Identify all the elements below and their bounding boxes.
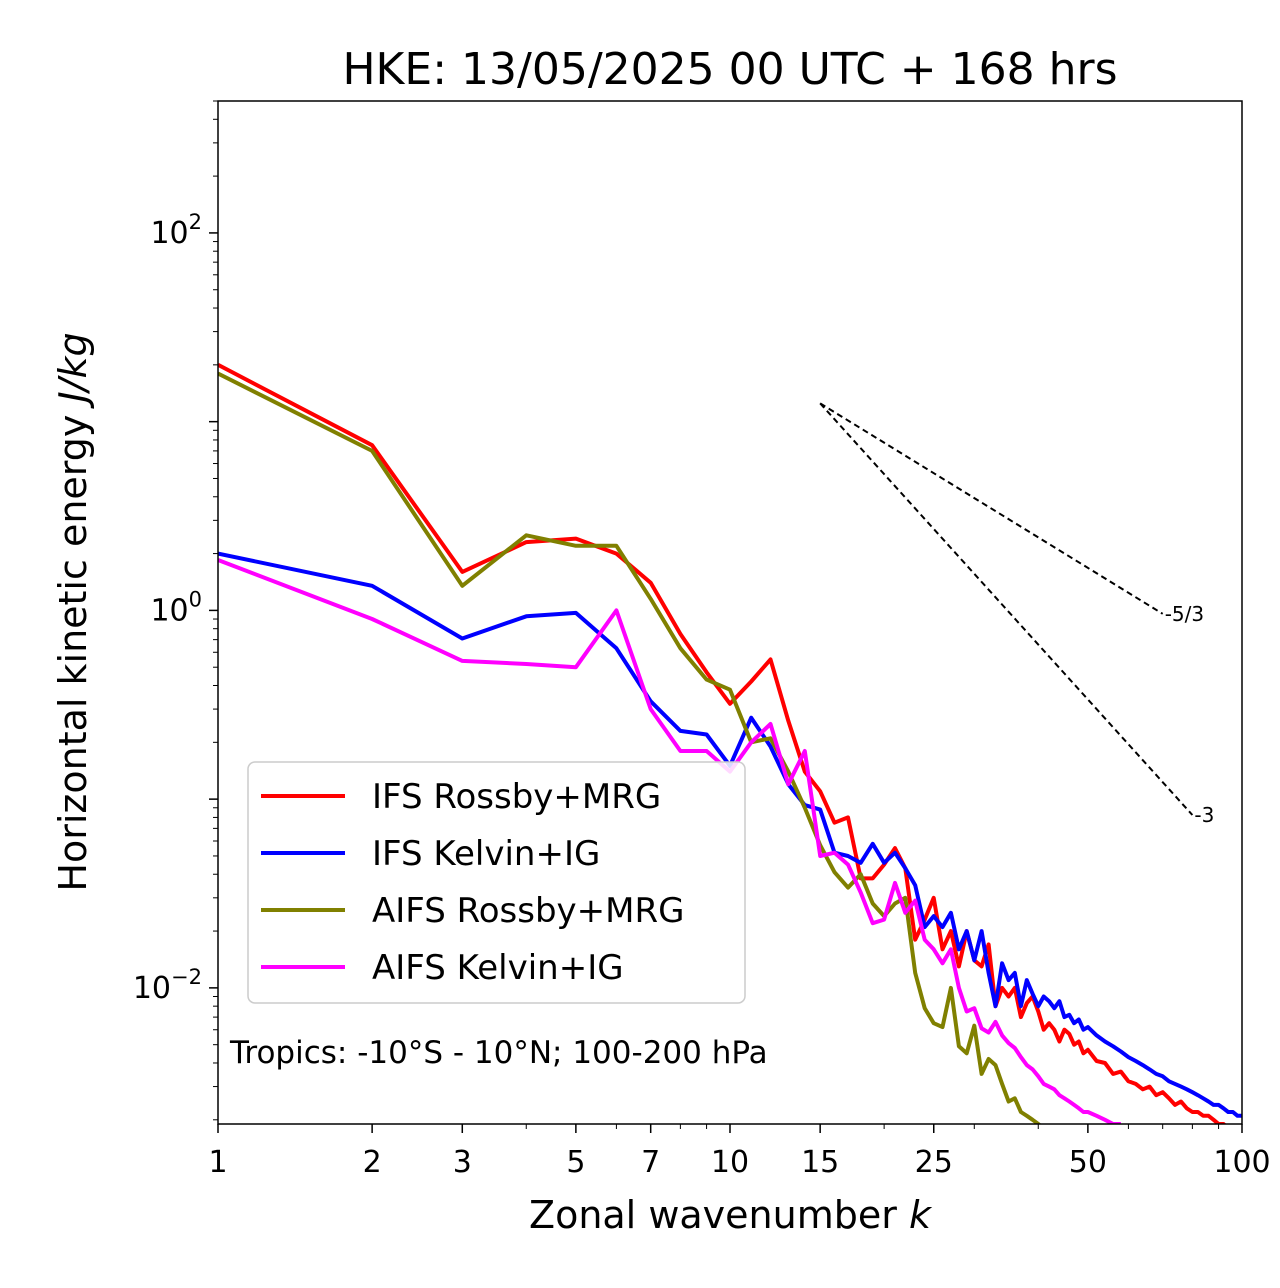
region-annotation: Tropics: -10°S - 10°N; 100-200 hPa bbox=[229, 1035, 768, 1071]
y-tick-exponent: 0 bbox=[189, 587, 202, 611]
y-tick-base: 10 bbox=[133, 971, 171, 1006]
legend: IFS Rossby+MRG IFS Kelvin+IG AIFS Rossby+M… bbox=[247, 761, 746, 1004]
legend-label: IFS Kelvin+IG bbox=[372, 834, 600, 874]
y-axis-label-text: Horizontal kinetic energy bbox=[51, 415, 95, 892]
x-tick-label: 25 bbox=[915, 1145, 953, 1180]
x-tick-label: 5 bbox=[566, 1145, 585, 1180]
series-line bbox=[218, 363, 1227, 1124]
reference-slope-label: -3 bbox=[1194, 803, 1214, 827]
legend-label: AIFS Rossby+MRG bbox=[372, 891, 684, 931]
reference-slope-label: -5/3 bbox=[1165, 602, 1204, 626]
y-tick-exponent: −2 bbox=[171, 965, 202, 989]
series-line bbox=[218, 551, 1242, 1118]
y-tick-base: 10 bbox=[150, 593, 188, 628]
y-axis-label: Horizontal kinetic energy J/kg bbox=[51, 332, 95, 891]
chart-title: HKE: 13/05/2025 00 UTC + 168 hrs bbox=[342, 44, 1117, 95]
y-tick-exponent: 2 bbox=[189, 210, 202, 234]
y-tick-base: 10 bbox=[150, 216, 188, 251]
x-axis: 1 2 3 5 7 10 15 25 50 100 bbox=[208, 1124, 1271, 1180]
series-line bbox=[218, 371, 1042, 1124]
y-tick-label: 102 bbox=[150, 210, 202, 251]
legend-label: AIFS Kelvin+IG bbox=[372, 948, 624, 988]
x-tick-label: 1 bbox=[208, 1145, 227, 1180]
x-tick-label: 50 bbox=[1069, 1145, 1107, 1180]
x-tick-label: 100 bbox=[1213, 1145, 1270, 1180]
y-axis-label-unit: J/kg bbox=[51, 332, 95, 409]
reference-slope-line bbox=[819, 402, 1164, 615]
series-lines bbox=[218, 363, 1242, 1124]
reference-lines: -5/3 -3 bbox=[819, 402, 1214, 827]
y-tick-label: 100 bbox=[150, 587, 202, 628]
legend-box bbox=[247, 761, 746, 1004]
x-axis-label-var: k bbox=[909, 1193, 933, 1237]
x-tick-label: 2 bbox=[363, 1145, 382, 1180]
y-tick-label: 10−2 bbox=[133, 965, 202, 1006]
x-tick-label: 10 bbox=[711, 1145, 749, 1180]
legend-label: IFS Rossby+MRG bbox=[372, 777, 661, 817]
x-tick-label: 7 bbox=[641, 1145, 660, 1180]
x-tick-label: 3 bbox=[453, 1145, 472, 1180]
x-axis-label-text: Zonal wavenumber bbox=[529, 1193, 897, 1237]
x-axis-label: Zonal wavenumber k bbox=[529, 1193, 933, 1237]
reference-slope-line bbox=[819, 402, 1194, 816]
x-tick-label: 15 bbox=[801, 1145, 839, 1180]
